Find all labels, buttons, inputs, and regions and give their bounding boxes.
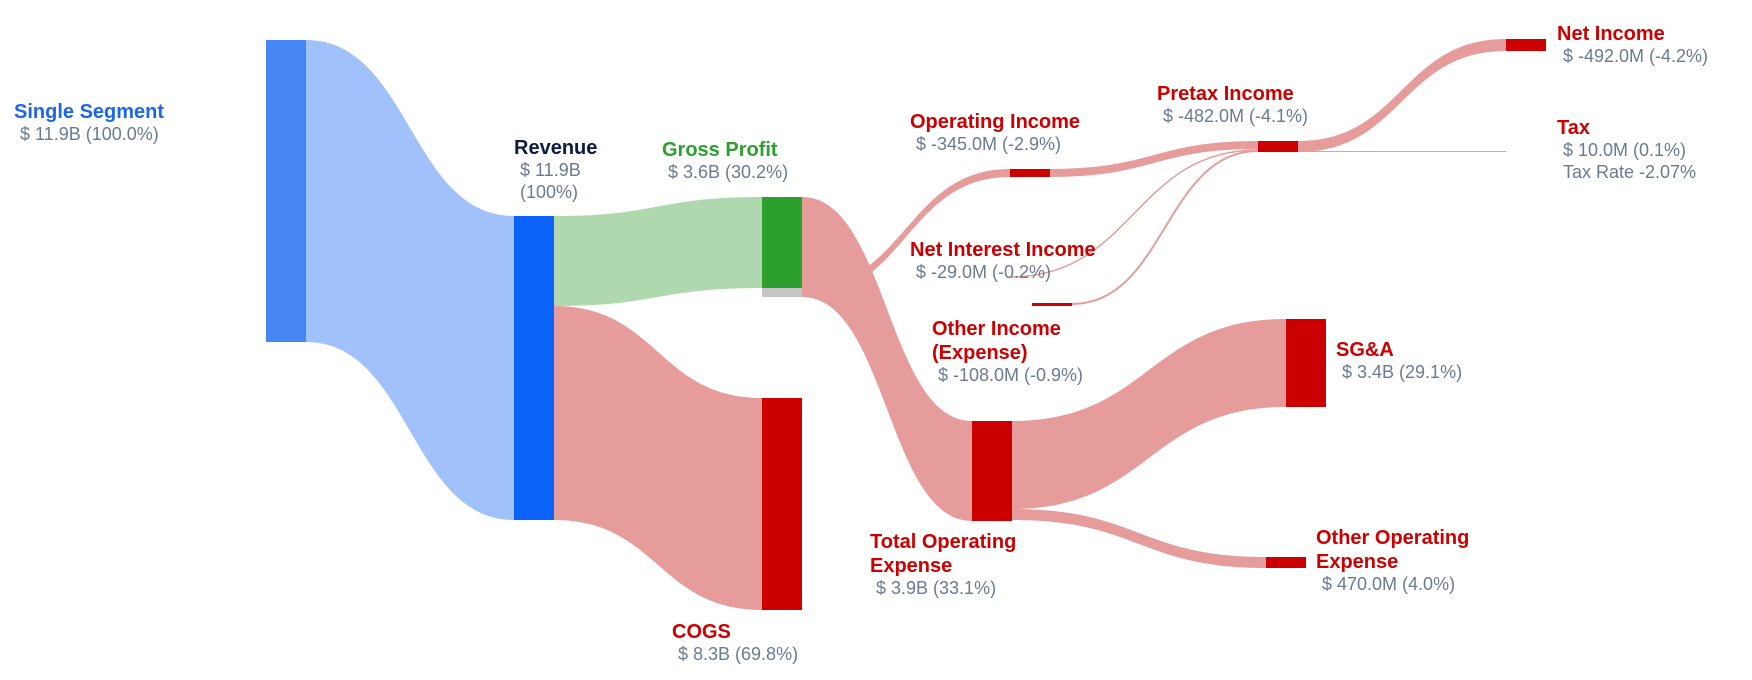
node-net-income bbox=[1506, 39, 1546, 51]
node-total-operating-expense bbox=[972, 421, 1012, 521]
node-value: $ 10.0M (0.1%) bbox=[1563, 140, 1687, 160]
node-value: $ 11.9B (100.0%) bbox=[20, 124, 159, 144]
label-sga: SG&A $ 3.4B (29.1%) bbox=[1336, 338, 1462, 384]
node-gross-profit bbox=[762, 197, 802, 288]
node-value: $ 11.9B bbox=[520, 160, 581, 180]
node-value: $ -29.0M (-0.2%) bbox=[916, 262, 1052, 282]
gross-profit-remainder-node bbox=[762, 288, 802, 297]
node-name: Total Operating bbox=[870, 531, 1017, 553]
node-name: Net Income bbox=[1557, 23, 1665, 45]
link-operating-income-pretax bbox=[1050, 141, 1258, 177]
label-pretax-income: Pretax Income $ -482.0M (-4.1%) bbox=[1157, 82, 1308, 128]
node-name: Single Segment bbox=[14, 101, 165, 123]
node-net-interest-income bbox=[1032, 303, 1072, 306]
node-single-segment bbox=[266, 40, 306, 342]
node-name: Tax bbox=[1557, 117, 1590, 139]
label-cogs: COGS $ 8.3B (69.8%) bbox=[672, 620, 798, 666]
link-pretax-tax bbox=[1298, 151, 1506, 152]
node-name: Operating Income bbox=[910, 111, 1081, 133]
node-revenue bbox=[514, 216, 554, 520]
node-value: $ -492.0M (-4.2%) bbox=[1563, 46, 1709, 66]
node-name: SG&A bbox=[1336, 339, 1394, 361]
node-pretax-income bbox=[1258, 141, 1298, 152]
node-name-2: Expense bbox=[870, 555, 953, 577]
link-revenue-cogs bbox=[554, 306, 762, 610]
label-net-interest-income: Net Interest Income $ -29.0M (-0.2%) bbox=[910, 238, 1096, 284]
node-value: $ 3.6B (30.2%) bbox=[668, 162, 789, 182]
node-name: Revenue bbox=[514, 137, 598, 159]
node-value: $ 470.0M (4.0%) bbox=[1322, 574, 1456, 594]
label-single-segment: Single Segment $ 11.9B (100.0%) bbox=[14, 100, 164, 146]
node-name: Gross Profit bbox=[662, 139, 778, 161]
node-value-2: Tax Rate -2.07% bbox=[1563, 161, 1697, 182]
link-other-income-pretax bbox=[1071, 150, 1259, 305]
label-other-operating-expense: Other Operating Expense $ 470.0M (4.0%) bbox=[1316, 526, 1469, 596]
label-other-income: Other Income (Expense) $ -108.0M (-0.9%) bbox=[932, 317, 1083, 387]
node-value-2: (100%) bbox=[520, 181, 579, 202]
link-total-opex-other-opex bbox=[1012, 509, 1266, 568]
label-tax: Tax $ 10.0M (0.1%) Tax Rate -2.07% bbox=[1557, 116, 1696, 183]
links-layer bbox=[306, 39, 1506, 610]
node-name: Other Income bbox=[932, 318, 1061, 340]
node-name: COGS bbox=[672, 621, 731, 643]
node-value: $ 3.4B (29.1%) bbox=[1342, 362, 1463, 382]
link-net-interest-pretax bbox=[1009, 149, 1259, 278]
node-name-2: (Expense) bbox=[932, 342, 1028, 364]
label-operating-income: Operating Income $ -345.0M (-2.9%) bbox=[910, 110, 1080, 156]
node-value: $ -108.0M (-0.9%) bbox=[938, 365, 1084, 385]
node-other-operating-expense bbox=[1266, 557, 1306, 568]
label-gross-profit: Gross Profit $ 3.6B (30.2%) bbox=[662, 138, 788, 184]
node-operating-income bbox=[1010, 169, 1050, 177]
nodes-layer bbox=[266, 39, 1546, 610]
node-name-2: Expense bbox=[1316, 551, 1399, 573]
node-cogs bbox=[762, 398, 802, 610]
label-net-income: Net Income $ -492.0M (-4.2%) bbox=[1557, 22, 1708, 68]
link-pretax-net-income bbox=[1298, 39, 1506, 152]
link-gross-profit-total-opex bbox=[802, 197, 972, 521]
node-value: $ -345.0M (-2.9%) bbox=[916, 134, 1062, 154]
node-name: Other Operating bbox=[1316, 527, 1470, 549]
node-value: $ 3.9B (33.1%) bbox=[876, 578, 997, 598]
node-value: $ -482.0M (-4.1%) bbox=[1163, 106, 1309, 126]
node-name: Pretax Income bbox=[1157, 83, 1294, 105]
label-revenue: Revenue $ 11.9B (100%) bbox=[514, 136, 597, 203]
link-segment-revenue bbox=[306, 40, 514, 520]
link-revenue-gross-profit bbox=[554, 197, 762, 306]
link-total-opex-sga bbox=[1012, 319, 1286, 509]
link-gross-profit-operating-income bbox=[802, 169, 1010, 297]
node-name: Net Interest Income bbox=[910, 239, 1096, 261]
node-sga bbox=[1286, 319, 1326, 407]
node-value: $ 8.3B (69.8%) bbox=[678, 644, 799, 664]
label-total-operating-expense: Total Operating Expense $ 3.9B (33.1%) bbox=[870, 530, 1016, 600]
